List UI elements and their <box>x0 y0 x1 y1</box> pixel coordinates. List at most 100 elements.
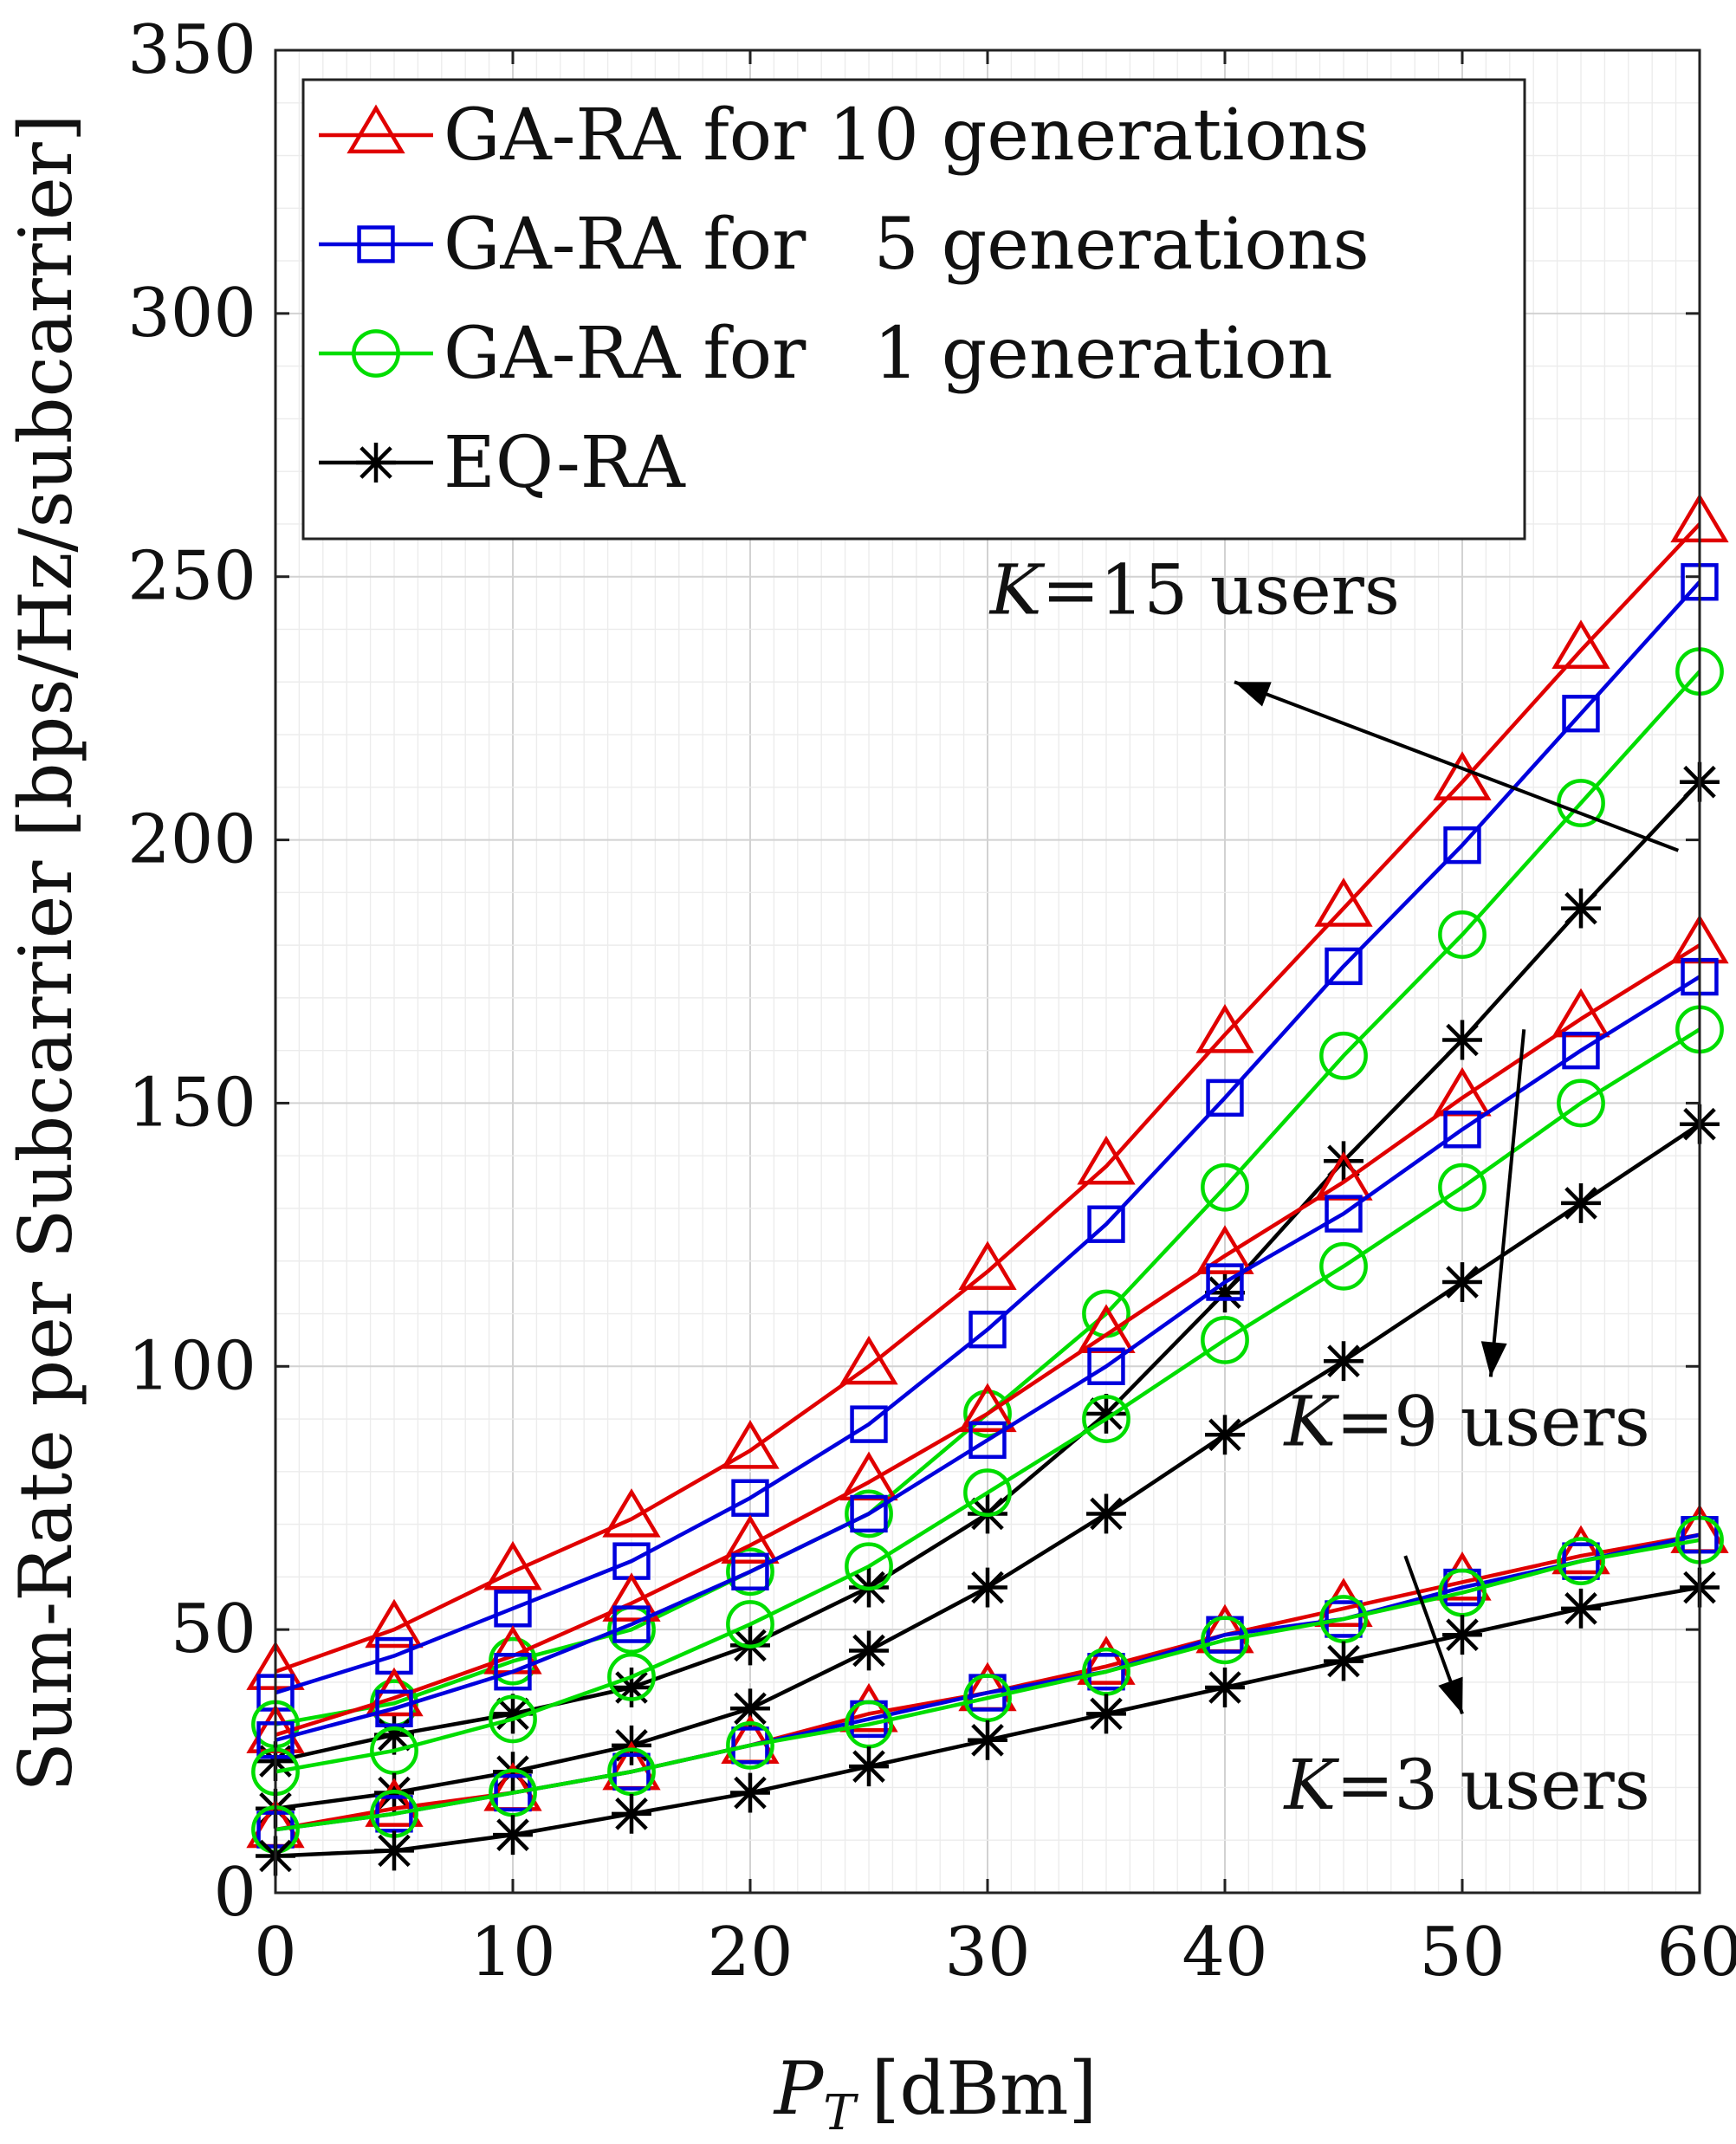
data-point <box>612 1668 651 1707</box>
data-point <box>1442 1615 1482 1655</box>
data-point <box>1206 1263 1244 1301</box>
annotation-arrow-head <box>1480 1341 1507 1377</box>
data-point <box>839 1335 898 1385</box>
data-point <box>845 1489 893 1538</box>
annotation-arrow-line <box>1488 1029 1526 1377</box>
data-point <box>1433 751 1492 800</box>
annotation-2: K=3 users <box>1283 1555 1650 1825</box>
asterisk-stroke <box>360 446 392 479</box>
data-point <box>607 1652 656 1701</box>
data-point <box>489 1694 537 1744</box>
asterisk-stroke <box>852 1750 885 1783</box>
x-axis-unit: [dBm] <box>871 2046 1098 2131</box>
data-point <box>845 1700 893 1749</box>
data-point <box>1551 619 1610 669</box>
legend-label: GA-RA for 1 generation <box>444 313 1333 395</box>
data-point <box>1557 1537 1605 1586</box>
asterisk-stroke <box>1090 1497 1123 1531</box>
x-tick-label: 40 <box>1182 1914 1267 1992</box>
y-tick-label: 50 <box>171 1590 256 1668</box>
asterisk-stroke <box>1327 1344 1360 1378</box>
x-tick-label: 30 <box>944 1914 1030 1992</box>
data-point <box>602 1572 661 1622</box>
data-point <box>1324 1641 1364 1681</box>
legend-marker <box>357 225 395 263</box>
legend-label: GA-RA for 5 generations <box>444 204 1370 286</box>
data-point <box>1087 1347 1125 1385</box>
data-point <box>1319 1595 1368 1643</box>
data-point <box>1438 1568 1487 1617</box>
asterisk-stroke <box>1446 1266 1479 1299</box>
legend: GA-RA for 10 generations GA-RA for 5 gene… <box>301 78 1526 541</box>
annotation-k: K <box>988 549 1046 630</box>
data-point <box>968 1567 1007 1608</box>
legend-marker <box>352 329 400 378</box>
data-point <box>850 1405 888 1443</box>
data-point <box>1561 888 1601 929</box>
asterisk-stroke <box>852 1634 885 1668</box>
data-point <box>1201 1616 1249 1665</box>
data-point <box>1082 1647 1130 1696</box>
series-ga5-k15 <box>256 563 1719 1712</box>
data-point <box>968 1421 1007 1460</box>
data-point <box>612 1793 651 1834</box>
data-point <box>963 1468 1012 1518</box>
series-layer <box>246 493 1729 1876</box>
annotation-0: K=15 users <box>988 549 1680 852</box>
data-point <box>1087 1653 1125 1691</box>
y-tick-label: 150 <box>127 1064 256 1142</box>
data-point <box>1442 1262 1482 1303</box>
data-point <box>494 1773 532 1812</box>
asterisk-stroke <box>1208 1418 1241 1452</box>
annotation-1: K=9 users <box>1283 1029 1650 1461</box>
data-point <box>602 1488 661 1538</box>
data-point <box>494 1653 532 1691</box>
data-point <box>493 1815 533 1856</box>
annotation-arrow-line <box>1234 680 1680 852</box>
asterisk-stroke <box>734 1692 767 1726</box>
legend-label: EQ-RA <box>444 422 687 504</box>
data-point <box>849 1746 889 1787</box>
data-point <box>1325 947 1363 986</box>
data-point <box>849 1630 889 1671</box>
data-point <box>375 1689 413 1727</box>
data-point <box>850 1494 888 1533</box>
data-point <box>1561 1182 1601 1223</box>
asterisk-stroke <box>378 1834 411 1868</box>
data-point <box>612 1605 651 1643</box>
data-point <box>365 1778 424 1827</box>
data-point <box>1557 779 1605 827</box>
annotation-text: =3 users <box>1336 1745 1650 1825</box>
data-point <box>1087 1205 1125 1243</box>
data-point <box>731 1726 769 1765</box>
data-point <box>1443 826 1481 865</box>
x-axis-label: PT [dBm] <box>773 2046 1098 2141</box>
data-point <box>1086 1493 1126 1534</box>
asterisk-stroke <box>1564 891 1597 925</box>
asterisk-stroke <box>1564 1592 1597 1625</box>
x-tick-label: 10 <box>470 1914 555 1992</box>
y-tick-label: 200 <box>127 801 256 879</box>
data-point <box>365 1598 424 1648</box>
annotation-label: K=3 users <box>1283 1745 1650 1825</box>
annotation-label: K=15 users <box>988 549 1400 630</box>
annotation-arrow-head <box>1234 682 1272 707</box>
data-point <box>1438 1163 1487 1212</box>
data-point <box>731 1552 769 1590</box>
series-eq-k3 <box>256 1567 1720 1876</box>
legend-marker <box>347 104 405 154</box>
data-point <box>1086 1694 1126 1734</box>
data-point <box>1557 1078 1605 1128</box>
data-point <box>1319 1031 1368 1080</box>
legend-entry-ga5: GA-RA for 5 generations <box>319 204 1370 286</box>
x-tick-label: 0 <box>254 1914 297 1992</box>
x-axis-symbol: P <box>773 2046 825 2131</box>
y-tick-label: 0 <box>213 1854 256 1932</box>
data-point <box>721 1514 780 1564</box>
data-point <box>1325 1195 1363 1233</box>
data-point <box>963 1389 1012 1438</box>
series-ga10-k15 <box>246 493 1729 1690</box>
